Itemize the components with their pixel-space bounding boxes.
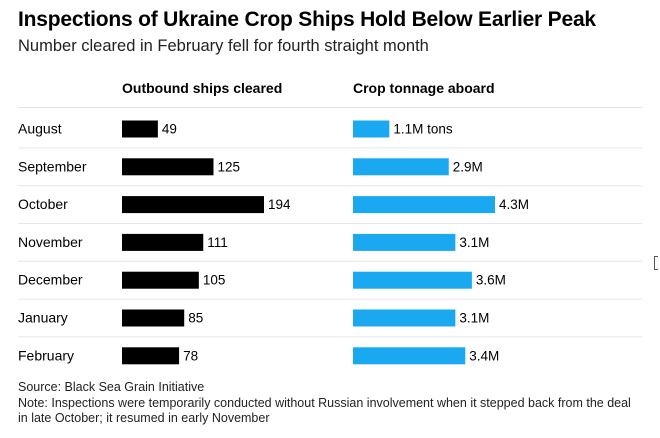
category-label: September [18,158,87,174]
ships-bar [122,120,158,138]
ships-value-label: 105 [203,273,226,288]
category-label: December [18,272,83,288]
tonnage-bar [353,158,449,176]
footnote: Note: Inspections were temporarily condu… [18,396,631,425]
ships-value-label: 85 [188,311,203,326]
category-label: February [18,347,74,363]
tonnage-bar [353,196,495,214]
ships-bar [122,271,199,289]
ships-value-label: 125 [217,159,240,174]
ships-bar [122,233,204,251]
tonnage-bar [353,347,466,365]
ships-bar [122,196,264,214]
tonnage-value-label: 3.1M [459,311,489,326]
column-header-tonnage: Crop tonnage aboard [353,80,495,96]
ships-value-label: 111 [207,235,228,250]
category-label: January [18,310,68,326]
tonnage-value-label: 3.1M [459,235,489,250]
tonnage-value-label: 1.1M tons [393,122,453,137]
source-note: Source: Black Sea Grain Initiative [18,380,205,394]
scroll-handle[interactable] [654,256,658,270]
ships-bar [122,158,214,176]
tonnage-value-label: 2.9M [453,159,483,174]
tonnage-bar [353,309,456,327]
tonnage-bar [353,120,390,138]
category-label: November [18,234,83,250]
ships-value-label: 78 [183,348,198,363]
column-header-ships: Outbound ships cleared [122,80,283,96]
tonnage-value-label: 4.3M [499,197,529,212]
tonnage-bar [353,233,456,251]
chart-title: Inspections of Ukraine Crop Ships Hold B… [18,8,596,31]
ships-bar [122,347,180,365]
category-label: August [18,121,62,137]
chart-subtitle: Number cleared in February fell for four… [18,37,429,55]
category-label: October [18,196,68,212]
tonnage-bar [353,271,472,289]
header-rule [18,107,642,108]
ships-value-label: 49 [162,122,177,137]
ships-value-label: 194 [268,197,291,212]
ships-bar [122,309,185,327]
tonnage-value-label: 3.4M [469,348,499,363]
tonnage-value-label: 3.6M [476,273,506,288]
bar-chart: August September October November December Ja… [18,120,642,365]
